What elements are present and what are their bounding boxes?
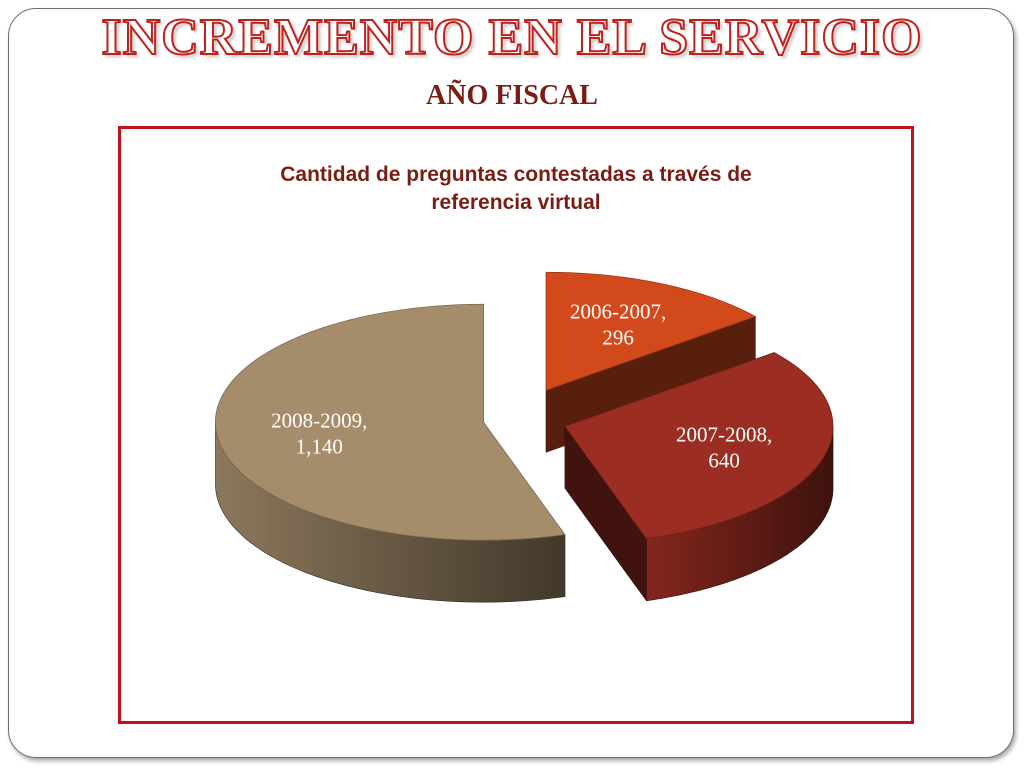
- pie-slice-2008-2009: 2008-2009,1,140: [215, 303, 566, 603]
- slide-title: INCREMENTO EN EL SERVICIO: [100, 9, 923, 66]
- slice-label-value: 296: [602, 325, 634, 349]
- slice-label-value: 1,140: [296, 434, 343, 458]
- chart-title-line-2: referencia virtual: [431, 191, 601, 214]
- pie-slice-2007-2008: 2007-2008,640: [564, 352, 834, 602]
- pie-slice-2006-2007: 2006-2007,296: [545, 271, 757, 453]
- slice-label-category: 2008-2009,: [271, 408, 367, 432]
- chart-container: Cantidad de preguntas contestadas a trav…: [118, 126, 914, 724]
- slice-label-category: 2006-2007,: [570, 299, 666, 323]
- chart-title: Cantidad de preguntas contestadas a trav…: [121, 161, 911, 217]
- slide-subtitle: AÑO FISCAL: [426, 80, 598, 111]
- slice-label-value: 640: [708, 448, 740, 472]
- slice-label-category: 2007-2008,: [676, 422, 772, 446]
- chart-title-line-1: Cantidad de preguntas contestadas a trav…: [280, 163, 752, 186]
